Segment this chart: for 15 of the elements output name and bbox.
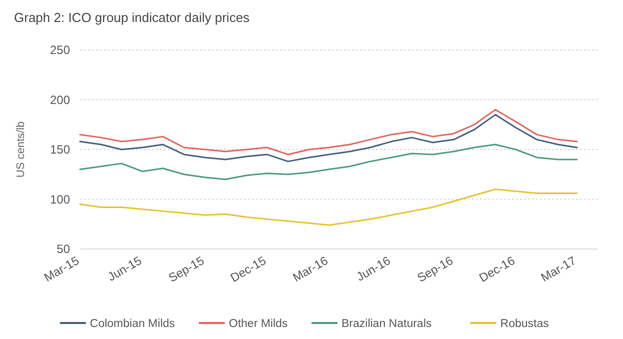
line-series [79, 108, 578, 156]
legend-label: Colombian Milds [90, 318, 176, 330]
y-axis-title: US cents/lb [15, 121, 27, 178]
y-tick-label: 200 [50, 92, 70, 107]
line-series [79, 114, 578, 162]
legend-label: Robustas [500, 318, 550, 330]
chart-title: Graph 2: ICO group indicator daily prices [14, 10, 250, 25]
legend-label: Other Milds [228, 318, 288, 330]
line-series [79, 188, 578, 226]
y-tick-label: 150 [50, 142, 70, 157]
line-series [79, 144, 578, 180]
legend-label: Brazilian Naturals [342, 318, 432, 330]
y-tick-label: 250 [50, 43, 70, 58]
y-tick-label: 50 [56, 242, 70, 256]
y-tick-label: 100 [50, 192, 70, 206]
